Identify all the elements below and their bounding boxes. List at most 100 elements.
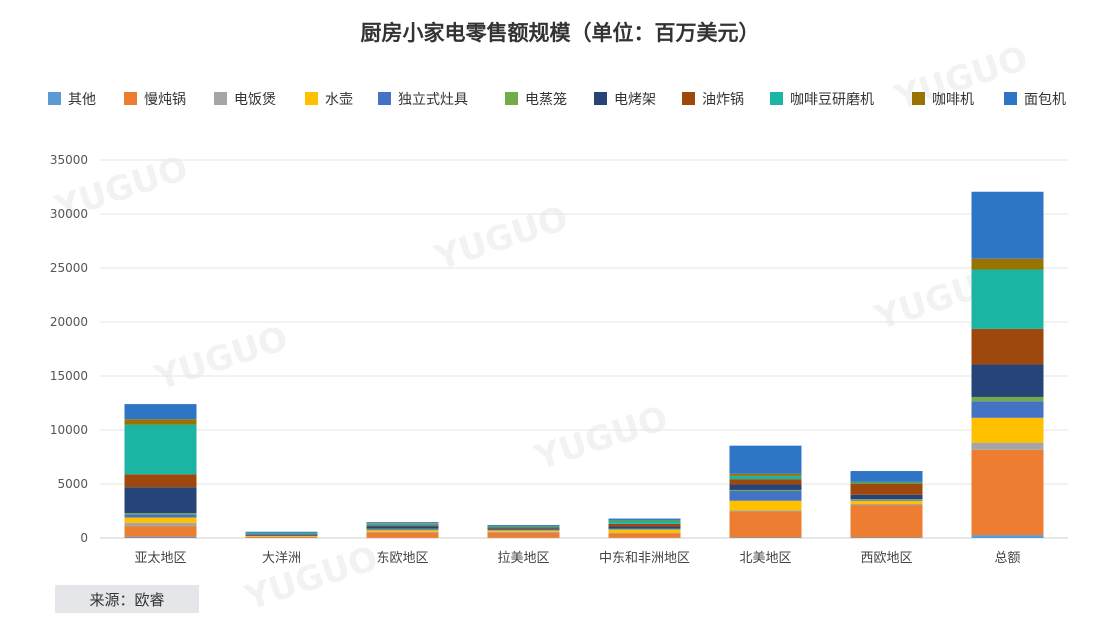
bar-segment xyxy=(850,484,923,495)
legend-label: 油炸锅 xyxy=(702,92,744,108)
bar-segment xyxy=(124,424,197,475)
bar-segment xyxy=(487,527,560,529)
legend-label: 水壶 xyxy=(325,92,353,108)
bar-segment xyxy=(729,484,802,490)
legend-swatch xyxy=(770,92,783,105)
legend-swatch xyxy=(305,92,318,105)
bar-segment xyxy=(971,328,1044,365)
bar-segment xyxy=(971,396,1044,402)
bar-segment xyxy=(608,529,681,534)
bar-segment xyxy=(124,487,197,514)
y-tick-label: 15000 xyxy=(50,369,88,383)
bar-segment xyxy=(245,536,318,537)
bar-segment xyxy=(366,529,439,531)
legend-swatch xyxy=(912,92,925,105)
bar-segment xyxy=(850,481,923,483)
bar-segment xyxy=(245,533,318,535)
bar-segment xyxy=(124,536,197,538)
legend-swatch xyxy=(505,92,518,105)
x-tick-label: 西欧地区 xyxy=(860,551,912,566)
bar-segment xyxy=(487,525,560,527)
bar-segment xyxy=(608,519,681,521)
bar-segment xyxy=(124,526,197,537)
legend-swatch xyxy=(48,92,61,105)
x-axis: 亚太地区 大洋洲 东欧地区 拉美地区 中东和非洲地区 北美地区 西欧地区 总额 xyxy=(134,551,1020,566)
bar-segment xyxy=(487,532,560,538)
bar-segment xyxy=(729,473,802,476)
bar-segment xyxy=(608,523,681,527)
bar-segment xyxy=(608,528,681,530)
bar-segment xyxy=(245,531,318,533)
x-tick-label: 东欧地区 xyxy=(376,551,428,566)
bar-segment xyxy=(971,535,1044,538)
bar-segment xyxy=(850,537,923,538)
bar-segment xyxy=(729,510,802,512)
bar-segment xyxy=(608,518,681,520)
y-tick-label: 0 xyxy=(80,531,88,545)
bar-segment xyxy=(729,445,802,474)
bar-segment xyxy=(124,514,197,518)
bar-segment xyxy=(971,269,1044,329)
legend-label: 电烤架 xyxy=(614,92,656,108)
watermark-text: YUGUO xyxy=(429,198,572,279)
bar-segment xyxy=(850,503,923,506)
y-axis: 0 5000 10000 15000 20000 25000 30000 35000 xyxy=(50,153,88,545)
bar-segment xyxy=(366,523,439,524)
bar-segment xyxy=(487,530,560,531)
y-tick-label: 35000 xyxy=(50,153,88,167)
source-label: 来源：欧睿 xyxy=(55,585,199,613)
bar-segment xyxy=(971,401,1044,418)
bar-segment xyxy=(366,526,439,529)
bar-segment xyxy=(971,449,1044,536)
x-tick-label: 亚太地区 xyxy=(134,551,186,566)
bar-segment xyxy=(366,530,439,532)
bar-segment xyxy=(487,531,560,533)
bar-segment xyxy=(487,528,560,530)
bar-segment xyxy=(124,419,197,425)
legend-swatch xyxy=(594,92,607,105)
bar-segment xyxy=(124,474,197,488)
bar-segment xyxy=(608,529,681,530)
y-tick-label: 30000 xyxy=(50,207,88,221)
bar-segment xyxy=(729,500,802,511)
x-tick-label: 北美地区 xyxy=(739,551,791,566)
bar-segment xyxy=(729,511,802,538)
bar-segment xyxy=(850,494,923,500)
bar-segment xyxy=(124,404,197,420)
bar-segment xyxy=(487,529,560,531)
legend-label: 慢炖锅 xyxy=(144,91,186,108)
bar-segment xyxy=(850,499,923,501)
x-tick-label: 大洋洲 xyxy=(262,551,301,566)
legend-label: 面包机 xyxy=(1024,92,1066,108)
watermark-text: YUGUO xyxy=(529,398,672,479)
bar-segment xyxy=(245,534,318,536)
bar-segment xyxy=(971,364,1044,397)
bar-segment xyxy=(971,417,1044,443)
watermark-text: YUGUO xyxy=(149,318,292,399)
legend-label: 电饭煲 xyxy=(234,91,276,108)
bar-segment xyxy=(487,530,560,532)
bar-segment xyxy=(366,525,439,527)
bar-segment xyxy=(608,526,681,529)
bar-segment xyxy=(971,258,1044,270)
bar-segment xyxy=(850,499,923,500)
bar-segment xyxy=(729,479,802,485)
legend-swatch xyxy=(124,92,137,105)
x-tick-label: 中东和非洲地区 xyxy=(599,551,690,566)
bar-segment xyxy=(124,517,197,523)
bar-segment xyxy=(366,528,439,530)
chart-title: 厨房小家电零售额规模（单位：百万美元） xyxy=(361,21,760,45)
x-tick-label: 总额 xyxy=(994,551,1020,566)
legend-label: 其他 xyxy=(68,92,96,108)
bar-segment xyxy=(245,536,318,538)
bar-segment xyxy=(366,532,439,538)
legend-label: 独立式灶具 xyxy=(398,92,468,108)
y-tick-label: 20000 xyxy=(50,315,88,329)
legend-swatch xyxy=(1004,92,1017,105)
bar-segment xyxy=(850,471,923,482)
legend-swatch xyxy=(378,92,391,105)
bar-segment xyxy=(729,489,802,492)
bar-segment xyxy=(487,526,560,528)
bar-segment xyxy=(124,513,197,515)
y-tick-label: 25000 xyxy=(50,261,88,275)
